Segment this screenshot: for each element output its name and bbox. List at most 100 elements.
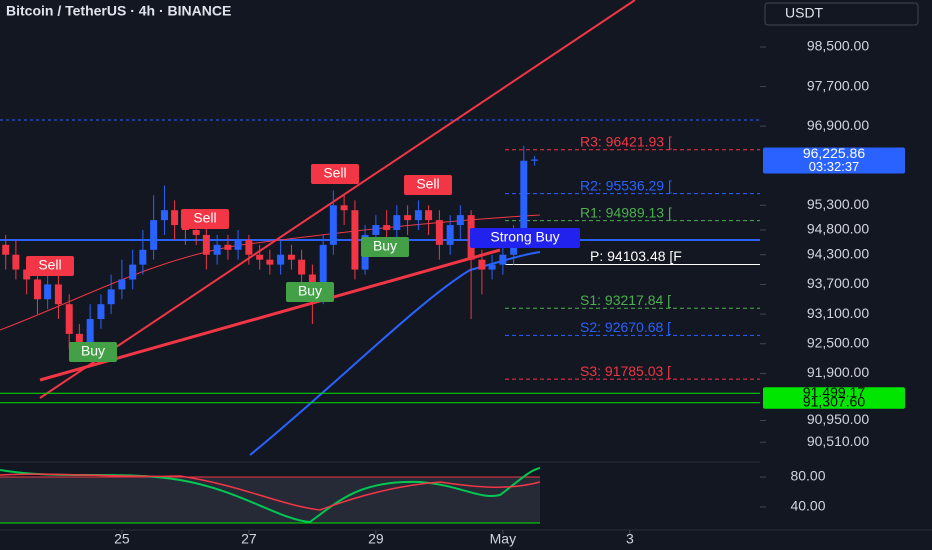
candle-body: [425, 210, 433, 221]
candle-body: [33, 279, 41, 300]
y-tick-label: 93,100.00: [807, 305, 869, 321]
candle-body: [75, 333, 83, 344]
pivot-label: P: 94103.48 [F: [590, 248, 682, 264]
candle-body: [12, 254, 20, 270]
candle-body: [139, 249, 147, 265]
signal-box: [26, 256, 74, 276]
y-tick-label: 91,900.00: [807, 364, 869, 380]
y-tick-label: 80.00: [790, 468, 825, 484]
candle-body: [499, 254, 507, 265]
candle-body: [414, 210, 422, 221]
candle-body: [404, 215, 412, 221]
candle-body: [256, 254, 264, 260]
candle-body: [150, 220, 158, 250]
oscillator-band: [0, 477, 540, 523]
candle-body: [277, 254, 285, 265]
candle-body: [446, 225, 454, 245]
signal-label: Sell: [193, 210, 216, 226]
candle-body: [129, 264, 137, 280]
candle-body: [65, 304, 73, 334]
candle-body: [107, 289, 115, 305]
signal-label: Sell: [416, 176, 439, 192]
signal-box: [286, 282, 334, 302]
candle-body: [531, 159, 539, 161]
moving-average: [249, 251, 541, 456]
candle-body: [287, 254, 295, 260]
candle-body: [435, 220, 443, 245]
price-label: 96,225.86: [803, 145, 865, 161]
pivot-label: S1: 93217.84 [: [580, 292, 671, 308]
candle-body: [213, 244, 221, 255]
pivot-label: S3: 91785.03 [: [580, 363, 671, 379]
candle-body: [171, 210, 179, 226]
y-tick-label: 40.00: [790, 498, 825, 514]
candle-body: [160, 210, 168, 221]
x-tick-label: 3: [626, 531, 634, 547]
trend-line: [39, 0, 636, 399]
candle-body: [97, 304, 105, 320]
x-tick-label: 29: [368, 531, 384, 547]
y-tick-label: 92,500.00: [807, 334, 869, 350]
candle-body: [372, 225, 380, 235]
x-tick-label: 25: [114, 531, 130, 547]
y-tick-label: 98,500.00: [807, 38, 869, 54]
pivot-label: S2: 92670.68 [: [580, 319, 671, 335]
oscillator-line: [0, 473, 541, 511]
signal-label: Buy: [81, 343, 105, 359]
price-label-box: [763, 147, 905, 174]
signal-box: [181, 209, 229, 229]
y-tick-label: 96,900.00: [807, 117, 869, 133]
y-tick-label: 93,700.00: [807, 275, 869, 291]
candle-body: [202, 234, 210, 255]
currency-button[interactable]: [764, 2, 919, 26]
y-tick-label: 95,300.00: [807, 196, 869, 212]
candle-body: [520, 160, 528, 240]
y-tick-label: 94,300.00: [807, 245, 869, 261]
candle-body: [488, 264, 496, 270]
currency-label[interactable]: USDT: [785, 5, 824, 21]
countdown: 03:32:37: [809, 159, 860, 174]
signal-label: Sell: [323, 165, 346, 181]
price-axis: [760, 0, 932, 550]
candle-body: [224, 244, 232, 250]
y-tick-label: 94,800.00: [807, 221, 869, 237]
candle-body: [478, 259, 486, 270]
candle-body: [86, 319, 94, 344]
signal-label: Buy: [373, 238, 397, 254]
candle-body: [2, 244, 10, 255]
x-tick-label: 27: [241, 531, 257, 547]
y-tick-label: 90,510.00: [807, 433, 869, 449]
x-tick-label: May: [490, 531, 516, 547]
candle-body: [298, 259, 306, 275]
candle-body: [234, 239, 242, 250]
candle-body: [192, 230, 200, 235]
signal-label: Buy: [298, 283, 322, 299]
candle-body: [44, 284, 52, 300]
signal-box: [470, 228, 580, 248]
candle-body: [340, 205, 348, 211]
y-tick-label: 97,700.00: [807, 77, 869, 93]
pivot-label: R3: 96421.93 [: [580, 133, 672, 149]
price-label-box: [763, 387, 905, 400]
signal-label: Sell: [38, 257, 61, 273]
candle-body: [118, 279, 126, 290]
signal-box: [404, 175, 452, 195]
signal-box: [311, 164, 359, 184]
candle-body: [456, 215, 464, 226]
signal-label: Strong Buy: [490, 229, 559, 245]
candle-body: [329, 205, 337, 245]
candle-body: [54, 284, 62, 305]
candle-body: [393, 215, 401, 230]
pivot-label: R2: 95536.29 [: [580, 177, 672, 193]
signal-box: [361, 237, 409, 257]
candle-body: [383, 225, 391, 230]
price-label-box: [763, 396, 905, 409]
y-tick-label: 90,950.00: [807, 411, 869, 427]
candle-body: [266, 259, 274, 265]
pivot-label: R1: 94989.13 [: [580, 204, 672, 220]
signal-box: [69, 342, 117, 362]
price-label: 91,499.17: [803, 384, 865, 400]
candle-body: [351, 210, 359, 270]
